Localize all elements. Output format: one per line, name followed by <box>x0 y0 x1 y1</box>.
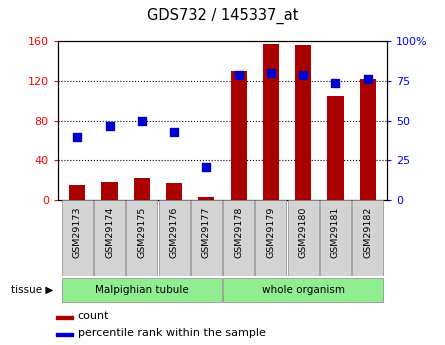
Bar <box>101 182 117 200</box>
Bar <box>56 316 73 319</box>
Point <box>299 72 307 78</box>
Point <box>138 118 146 124</box>
Bar <box>263 45 279 200</box>
Text: count: count <box>78 311 109 321</box>
Text: GSM29179: GSM29179 <box>267 206 275 258</box>
Text: GSM29177: GSM29177 <box>202 206 211 258</box>
Bar <box>166 183 182 200</box>
Text: GDS732 / 145337_at: GDS732 / 145337_at <box>147 8 298 24</box>
Point <box>203 164 210 169</box>
Text: Malpighian tubule: Malpighian tubule <box>95 285 189 295</box>
FancyBboxPatch shape <box>94 200 125 276</box>
Bar <box>328 96 344 200</box>
Text: percentile rank within the sample: percentile rank within the sample <box>78 328 266 338</box>
FancyBboxPatch shape <box>223 278 383 302</box>
FancyBboxPatch shape <box>62 278 222 302</box>
Bar <box>360 79 376 200</box>
Bar <box>231 71 247 200</box>
Text: GSM29176: GSM29176 <box>170 206 178 258</box>
FancyBboxPatch shape <box>223 200 254 276</box>
Bar <box>295 45 312 200</box>
Point <box>332 80 339 86</box>
Text: whole organism: whole organism <box>262 285 345 295</box>
Point <box>74 134 81 139</box>
Point <box>106 123 113 128</box>
Bar <box>134 178 150 200</box>
Text: GSM29182: GSM29182 <box>363 206 372 258</box>
FancyBboxPatch shape <box>191 200 222 276</box>
Text: GSM29175: GSM29175 <box>138 206 146 258</box>
FancyBboxPatch shape <box>255 200 287 276</box>
FancyBboxPatch shape <box>158 200 190 276</box>
Text: GSM29178: GSM29178 <box>234 206 243 258</box>
Text: GSM29180: GSM29180 <box>299 206 307 258</box>
FancyBboxPatch shape <box>126 200 157 276</box>
Text: GSM29174: GSM29174 <box>105 206 114 258</box>
Text: GSM29173: GSM29173 <box>73 206 82 258</box>
Text: GSM29181: GSM29181 <box>331 206 340 258</box>
FancyBboxPatch shape <box>320 200 351 276</box>
Point <box>170 129 178 135</box>
FancyBboxPatch shape <box>352 200 383 276</box>
Bar <box>198 197 214 200</box>
FancyBboxPatch shape <box>62 200 93 276</box>
Point <box>364 77 371 82</box>
Point <box>235 72 242 78</box>
FancyBboxPatch shape <box>288 200 319 276</box>
Bar <box>56 333 73 336</box>
Bar <box>69 185 85 200</box>
Point <box>267 70 275 76</box>
Text: tissue ▶: tissue ▶ <box>11 285 53 295</box>
